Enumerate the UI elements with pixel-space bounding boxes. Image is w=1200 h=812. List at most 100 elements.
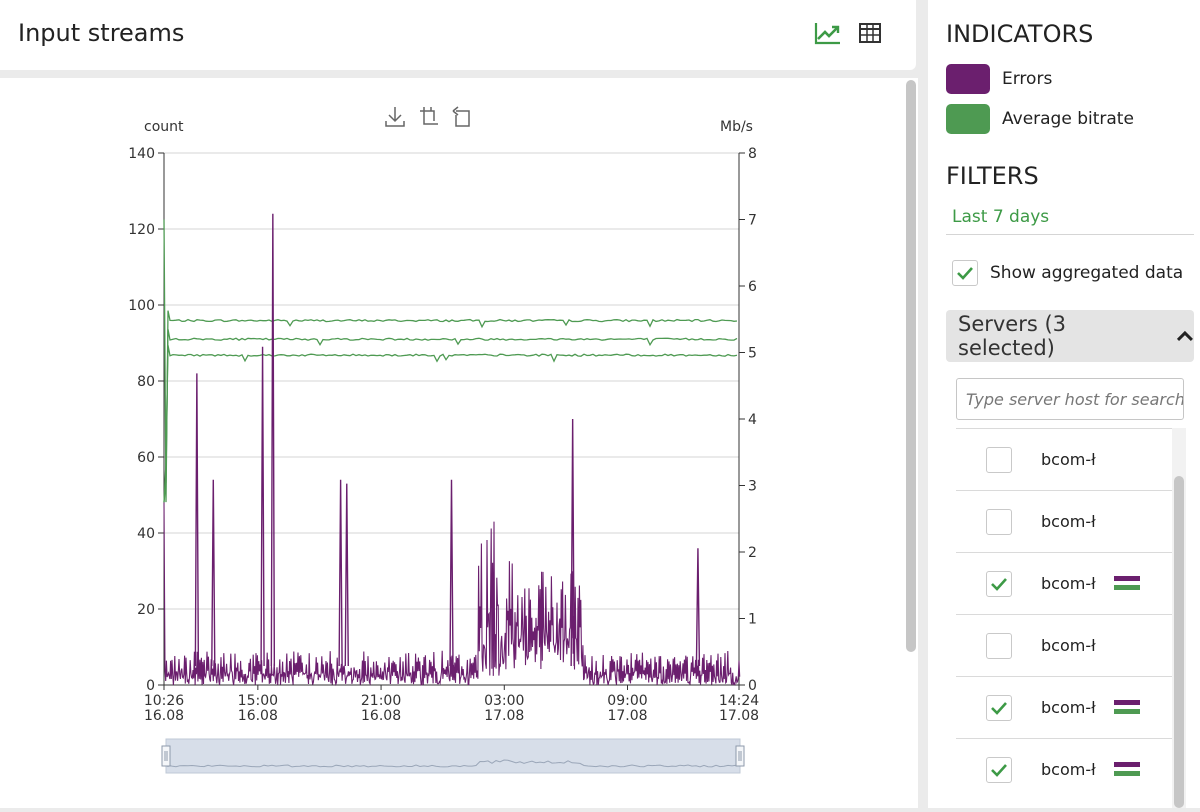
errors-line [163, 502, 741, 687]
series-legend-icon [1114, 576, 1140, 590]
x-tick-label: 10:26 [144, 693, 184, 709]
panel-divider [918, 0, 928, 808]
zoom-select-icon[interactable] [420, 107, 438, 125]
server-list: bcom-ł bcom-ł bcom-ł bcom-ł bcom-ł [956, 428, 1172, 808]
y-right-tick-label: 5 [748, 346, 757, 362]
server-checkbox[interactable] [986, 571, 1012, 597]
y-left-tick-label: 80 [137, 374, 155, 390]
navigator-handle[interactable] [161, 745, 171, 767]
server-search-input[interactable] [956, 378, 1184, 420]
error-spike [194, 373, 200, 667]
y-right-tick-label: 1 [748, 612, 757, 628]
check-icon [991, 702, 1007, 715]
error-spike [270, 213, 276, 667]
bitrate-line [163, 345, 738, 503]
server-label: bcom-ł [1041, 450, 1096, 469]
server-list-scrollbar-thumb[interactable] [1174, 476, 1184, 808]
table-view-button[interactable] [856, 20, 884, 46]
server-item[interactable]: bcom-ł [956, 428, 1172, 490]
bitrate-line [163, 219, 738, 503]
error-spike [211, 479, 216, 667]
check-icon [991, 578, 1007, 591]
errors-swatch [946, 64, 990, 94]
server-item[interactable]: bcom-ł [956, 614, 1172, 676]
x-tick-label: 17.08 [719, 708, 759, 724]
servers-label: Servers (3 selected) [958, 312, 1067, 360]
x-tick-label: 15:00 [238, 693, 278, 709]
indicator-errors[interactable]: Errors [946, 63, 1052, 95]
aggregated-label: Show aggregated data [990, 263, 1184, 283]
y-left-tick-label: 60 [137, 450, 155, 466]
y-right-label: Mb/s [720, 119, 753, 135]
filters-title: FILTERS [946, 162, 1039, 190]
server-checkbox[interactable] [986, 695, 1012, 721]
indicators-title: INDICATORS [946, 20, 1094, 48]
server-checkbox[interactable] [986, 447, 1012, 473]
page-title: Input streams [18, 19, 185, 47]
bitrate-swatch [946, 104, 990, 134]
zoom-reset-icon[interactable] [452, 106, 470, 127]
server-checkbox[interactable] [986, 509, 1012, 535]
error-spike [344, 483, 349, 667]
y-left-tick-label: 20 [137, 602, 155, 618]
page-header: Input streams [0, 0, 916, 70]
range-navigator[interactable] [161, 738, 745, 774]
server-item[interactable]: bcom-ł [956, 552, 1172, 614]
bitrate-line [163, 329, 738, 503]
error-spike [570, 418, 575, 667]
x-tick-label: 09:00 [607, 693, 647, 709]
server-label: bcom-ł [1041, 760, 1096, 779]
y-left-tick-label: 120 [128, 222, 155, 238]
error-spike [695, 548, 701, 667]
y-right-tick-label: 8 [748, 146, 757, 162]
y-left-tick-label: 140 [128, 146, 155, 162]
server-label: bcom-ł [1041, 636, 1096, 655]
main-scrollbar-thumb[interactable] [906, 80, 916, 652]
error-spike [260, 346, 265, 667]
date-range-link[interactable]: Last 7 days [952, 207, 1050, 227]
y-left-label: count [144, 119, 184, 135]
y-left-tick-label: 40 [137, 526, 155, 542]
x-tick-label: 21:00 [361, 693, 401, 709]
side-panel: INDICATORS Errors Average bitrate FILTER… [928, 0, 1200, 808]
server-checkbox[interactable] [986, 633, 1012, 659]
y-left-tick-label: 100 [128, 298, 155, 314]
chart-panel: count Mb/s 10:26 16.08 15:00 16.08 21:00 16.0… [0, 78, 904, 808]
server-label: bcom-ł [1041, 512, 1096, 531]
y-right-tick-label: 0 [748, 678, 757, 694]
table-icon [859, 23, 881, 43]
check-icon [991, 764, 1007, 777]
servers-dropdown[interactable]: Servers (3 selected) [946, 310, 1194, 362]
chart-view-button[interactable] [814, 20, 842, 46]
server-item[interactable]: bcom-ł [956, 676, 1172, 738]
series-legend-icon [1114, 762, 1140, 776]
aggregated-toggle[interactable]: Show aggregated data [952, 260, 1183, 286]
navigator-handle[interactable] [735, 745, 745, 767]
y-right-tick-label: 6 [748, 279, 757, 295]
x-tick-label: 16.08 [144, 708, 184, 724]
y-left-tick-label: 0 [146, 678, 155, 694]
y-right-tick-label: 3 [748, 479, 757, 495]
main-area: Input streams [0, 0, 918, 808]
y-right-tick-label: 2 [748, 545, 757, 561]
download-icon[interactable] [385, 107, 405, 127]
line-chart-icon [814, 23, 840, 45]
series-legend-icon [1114, 700, 1140, 714]
server-item[interactable]: bcom-ł [956, 738, 1172, 800]
server-checkbox[interactable] [986, 757, 1012, 783]
chart: count Mb/s 10:2616.0815:0016.0821:0016.0… [128, 106, 759, 774]
indicator-bitrate[interactable]: Average bitrate [946, 103, 1134, 135]
server-label: bcom-ł [1041, 574, 1096, 593]
aggregated-checkbox[interactable] [952, 260, 978, 286]
x-tick-label: 16.08 [238, 708, 278, 724]
x-tick-label: 16.08 [361, 708, 401, 724]
y-right-tick-label: 4 [748, 412, 757, 428]
chevron-up-icon [1177, 330, 1194, 342]
navigator-range [165, 738, 741, 774]
check-icon [957, 267, 973, 280]
y-right-tick-label: 7 [748, 213, 757, 229]
error-spike [338, 479, 343, 667]
indicator-label: Errors [1002, 69, 1053, 89]
server-item[interactable]: bcom-ł [956, 490, 1172, 552]
x-tick-label: 14:24 [719, 693, 759, 709]
